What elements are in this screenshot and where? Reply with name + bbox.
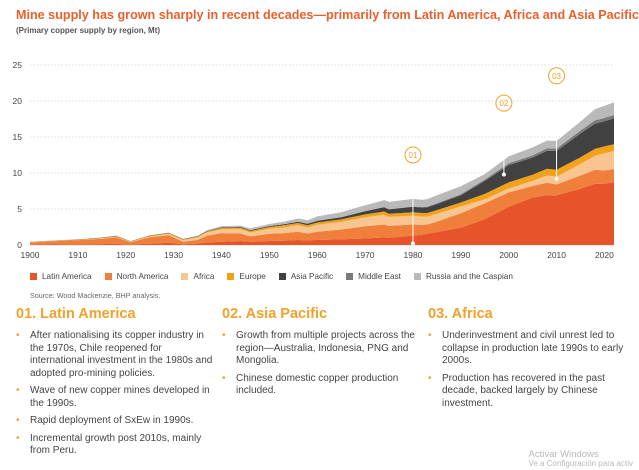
windows-activation-watermark: Activar Windows Ve a Configuración para … [528,450,633,468]
legend-item-north-america: North America [104,272,169,281]
bullet-text: Rapid deployment of SxEw in 1990s. [30,415,194,426]
x-tick-label: 1950 [260,250,279,260]
annotation-marker [548,67,566,85]
bullet-item: • After nationalising its copper industry… [16,330,216,380]
bullet-text: Growth from multiple projects across the… [236,330,415,366]
annotation-marker [404,146,422,164]
bullet-dot-icon: • [16,415,20,426]
legend-label: Russia and the Caspian [425,272,513,281]
bullet-list: • After nationalising its copper industry… [16,330,216,458]
x-tick-label: 2010 [547,250,566,260]
section-heading: 02. Asia Pacific [222,306,328,322]
annotation-label: 03 [552,72,561,81]
chart-legend: Latin America North America Africa Europ… [30,272,590,281]
x-tick-label: 1930 [164,250,183,260]
chart-subtitle: (Primary copper supply by region, Mt) [16,26,161,35]
area-series-latin-america [30,182,614,245]
bullet-list: • Underinvestment and civil unrest led to… [428,330,628,410]
x-tick-label: 1910 [68,250,87,260]
bullet-item: • Growth from multiple projects across th… [222,330,422,368]
legend-label: Africa [193,272,215,281]
annotation-point [554,176,559,181]
y-tick-label: 25 [13,60,23,70]
legend-item-asia-pacific: Asia Pacific [278,272,334,281]
annotation-label: 01 [408,151,417,160]
area-series-europe [30,144,614,243]
legend-swatch [227,273,235,280]
area-series-africa [30,151,614,243]
legend-item-russia-caspian: Russia and the Caspian [413,272,513,281]
x-tick-label: 1920 [116,250,135,260]
bullet-item: • Production has recovered in the past de… [428,373,628,411]
annotation-point [410,241,415,246]
legend-item-europe: Europe [227,272,266,281]
bullet-text: Production has recovered in the past dec… [442,372,605,409]
bullet-item: • Chinese domestic copper production incl… [222,373,422,398]
y-tick-label: 0 [17,240,22,250]
y-tick-label: 15 [13,132,23,142]
area-series-north-america [30,169,614,245]
annotation-marker [495,94,513,112]
annotation-label: 02 [499,99,508,108]
legend-swatch [346,273,354,280]
bullet-dot-icon: • [428,372,432,384]
legend-swatch [278,273,286,280]
annotation-point [501,172,506,177]
bullet-item: • Rapid deployment of SxEw in 1990s. [16,415,216,428]
bullet-item: • Underinvestment and civil unrest led to… [428,330,628,368]
x-tick-label: 1990 [451,250,470,260]
area-series-asia-pacific [30,118,614,242]
copper-supply-area-chart: 0 5 10 15 20 25 1900 1910 1920 1930 1940 1950 1960 19… [13,60,615,260]
x-tick-label: 2020 [595,250,614,260]
bullet-text: Underinvestment and civil unrest led to … [442,330,624,366]
section-latin-america: 01. Latin America • After nationalising i… [16,306,216,463]
bullet-list: • Growth from multiple projects across th… [222,330,422,398]
watermark-subtitle: Ve a Configuración para activ [528,459,633,468]
legend-swatch [104,273,112,280]
bullet-text: After nationalising its copper industry … [30,330,213,379]
section-asia-pacific: 02. Asia Pacific • Growth from multiple p… [222,306,422,403]
section-heading: 03. Africa [428,306,493,322]
legend-label: Middle East [358,272,401,281]
bullet-dot-icon: • [16,330,20,341]
watermark-title: Activar Windows [528,449,599,460]
y-tick-label: 20 [13,96,23,106]
bullet-dot-icon: • [222,372,226,384]
legend-label: Europe [239,272,266,281]
bullet-dot-icon: • [16,385,20,396]
legend-item-latin-america: Latin America [30,272,92,281]
bullet-item: • Incremental growth post 2010s, mainly f… [16,433,216,458]
bullet-text: Incremental growth post 2010s, mainly fr… [30,432,202,457]
bullet-item: • Wave of new copper mines developed in t… [16,385,216,410]
legend-label: Latin America [42,272,92,281]
legend-swatch [30,273,37,280]
x-tick-label: 1980 [403,250,422,260]
legend-swatch [413,273,421,280]
y-tick-label: 5 [17,204,22,214]
chart-title: Mine supply has grown sharply in recent … [16,8,639,22]
bullet-dot-icon: • [222,330,226,341]
x-tick-label: 1940 [212,250,231,260]
section-heading: 01. Latin America [16,306,136,322]
x-tick-label: 1960 [308,250,327,260]
bullet-text: Chinese domestic copper production inclu… [236,372,399,397]
bullet-dot-icon: • [16,432,20,444]
bullet-dot-icon: • [428,330,432,341]
x-tick-label: 1970 [356,250,375,260]
y-tick-label: 10 [13,168,23,178]
x-tick-label: 2000 [499,250,518,260]
legend-label: North America [116,272,169,281]
legend-item-africa: Africa [181,272,214,281]
source-note: Source: Wood Mackenzie, BHP analysis. [30,291,161,300]
legend-swatch [181,273,189,280]
legend-label: Asia Pacific [290,272,334,281]
section-africa: 03. Africa • Underinvestment and civil un… [428,306,628,415]
legend-item-middle-east: Middle East [346,272,401,281]
bullet-text: Wave of new copper mines developed in th… [30,385,210,409]
x-tick-label: 1900 [21,250,40,260]
